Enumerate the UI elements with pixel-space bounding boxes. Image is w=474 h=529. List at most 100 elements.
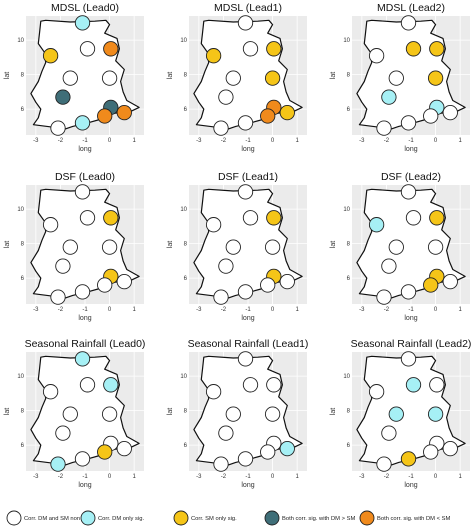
station-point-4 bbox=[429, 377, 445, 393]
x-tick-label: 0 bbox=[108, 474, 112, 480]
panel-3: MDSL (Lead2) -3 -2 -1 0 1 6 8 10 long lat bbox=[330, 2, 470, 153]
panel-title: DSF (Lead2) bbox=[381, 171, 441, 183]
station-point-11 bbox=[237, 284, 254, 300]
y-tick-label: 8 bbox=[347, 409, 351, 415]
station-point-11 bbox=[74, 115, 91, 131]
station-point-11 bbox=[74, 284, 91, 300]
station-point-1 bbox=[74, 351, 91, 367]
station-point-11 bbox=[400, 115, 417, 131]
station-point-2 bbox=[42, 217, 59, 233]
station-point-3 bbox=[242, 377, 259, 393]
legend-swatch-dm_only bbox=[80, 510, 96, 526]
y-tick-label: 6 bbox=[347, 107, 351, 113]
panel-8: Seasonal Rainfall (Lead1) -3 -2 -1 0 1 6 8 10 lon… bbox=[167, 338, 308, 489]
panel-title: MDSL (Lead0) bbox=[51, 2, 119, 14]
panel-title: Seasonal Rainfall (Lead2) bbox=[351, 338, 472, 350]
x-tick-label: -2 bbox=[221, 474, 227, 480]
legend-label-dm_only: Corr. DM only sig. bbox=[98, 516, 144, 522]
station-point-5 bbox=[62, 70, 78, 86]
station-point-5 bbox=[388, 239, 404, 255]
x-tick-label: 0 bbox=[434, 307, 438, 313]
station-point-7 bbox=[381, 89, 397, 105]
panel-9: Seasonal Rainfall (Lead2) -3 -2 -1 0 1 6 8 10 lon… bbox=[330, 338, 471, 489]
panel-title: Seasonal Rainfall (Lead1) bbox=[188, 338, 309, 350]
station-point-2 bbox=[42, 48, 59, 64]
x-axis-label: long bbox=[404, 146, 417, 153]
x-axis-label: long bbox=[241, 482, 254, 489]
station-point-6 bbox=[427, 239, 444, 255]
station-point-10 bbox=[442, 440, 458, 457]
y-tick-label: 10 bbox=[343, 207, 350, 213]
y-tick-label: 8 bbox=[21, 242, 25, 248]
station-point-2 bbox=[368, 217, 385, 233]
y-tick-label: 10 bbox=[17, 207, 24, 213]
y-tick-label: 6 bbox=[347, 276, 351, 282]
y-tick-label: 10 bbox=[343, 374, 350, 380]
y-tick-label: 8 bbox=[184, 242, 188, 248]
y-axis-label: lat bbox=[4, 241, 11, 248]
station-point-9 bbox=[423, 108, 439, 124]
station-point-3 bbox=[405, 41, 422, 57]
station-point-1 bbox=[74, 15, 91, 31]
x-tick-label: 1 bbox=[458, 307, 462, 313]
panel-4: DSF (Lead0) -3 -2 -1 0 1 6 8 10 long lat bbox=[4, 171, 144, 322]
station-point-5 bbox=[225, 239, 241, 255]
y-tick-label: 10 bbox=[17, 374, 24, 380]
x-tick-label: -2 bbox=[58, 307, 64, 313]
x-tick-label: -2 bbox=[58, 138, 64, 144]
legend-label-non_sig: Corr. DM and SM non sig. bbox=[24, 516, 91, 522]
station-point-10 bbox=[279, 273, 295, 290]
y-tick-label: 6 bbox=[21, 443, 25, 449]
x-axis-label: long bbox=[78, 482, 91, 489]
x-tick-label: -3 bbox=[33, 474, 39, 480]
x-tick-label: -2 bbox=[384, 474, 390, 480]
x-axis-label: long bbox=[404, 315, 417, 322]
station-point-12 bbox=[376, 120, 392, 136]
x-tick-label: -3 bbox=[359, 307, 365, 313]
station-point-12 bbox=[213, 120, 229, 136]
x-tick-label: -1 bbox=[245, 474, 251, 480]
station-point-4 bbox=[266, 41, 282, 57]
station-point-10 bbox=[442, 273, 458, 290]
x-tick-label: -2 bbox=[58, 474, 64, 480]
panel-title: MDSL (Lead1) bbox=[214, 2, 282, 14]
legend: Corr. DM and SM non sig. Corr. DM only si… bbox=[6, 510, 450, 526]
station-point-5 bbox=[62, 239, 78, 255]
station-point-4 bbox=[103, 377, 119, 393]
station-point-5 bbox=[225, 406, 241, 422]
y-tick-label: 8 bbox=[347, 73, 351, 79]
station-point-3 bbox=[242, 41, 259, 57]
station-point-4 bbox=[266, 210, 282, 226]
legend-swatch-sm_only bbox=[173, 510, 189, 526]
x-axis-label: long bbox=[78, 315, 91, 322]
y-tick-label: 8 bbox=[21, 409, 25, 415]
x-tick-label: -2 bbox=[384, 138, 390, 144]
x-axis-label: long bbox=[241, 315, 254, 322]
station-point-5 bbox=[62, 406, 78, 422]
x-tick-label: 0 bbox=[271, 307, 275, 313]
station-point-1 bbox=[400, 184, 417, 200]
y-tick-label: 6 bbox=[347, 443, 351, 449]
station-point-3 bbox=[242, 210, 259, 226]
legend-label-sm_only: Corr. SM only sig. bbox=[191, 516, 237, 522]
station-point-10 bbox=[116, 440, 132, 457]
y-tick-label: 8 bbox=[184, 73, 188, 79]
y-tick-label: 10 bbox=[180, 374, 187, 380]
station-point-6 bbox=[264, 406, 281, 422]
y-axis-label: lat bbox=[167, 408, 174, 415]
x-tick-label: -1 bbox=[82, 138, 88, 144]
station-point-9 bbox=[97, 277, 113, 293]
x-tick-label: -1 bbox=[408, 307, 414, 313]
station-point-6 bbox=[264, 239, 281, 255]
station-point-5 bbox=[388, 70, 404, 86]
station-point-7 bbox=[55, 425, 71, 441]
y-tick-label: 6 bbox=[184, 443, 188, 449]
y-tick-label: 10 bbox=[343, 38, 350, 44]
station-point-2 bbox=[368, 48, 385, 64]
y-tick-label: 6 bbox=[184, 107, 188, 113]
station-point-9 bbox=[423, 444, 439, 460]
x-axis-label: long bbox=[78, 146, 91, 153]
x-tick-label: -1 bbox=[245, 307, 251, 313]
x-tick-label: 1 bbox=[295, 307, 299, 313]
x-tick-label: 1 bbox=[132, 138, 136, 144]
